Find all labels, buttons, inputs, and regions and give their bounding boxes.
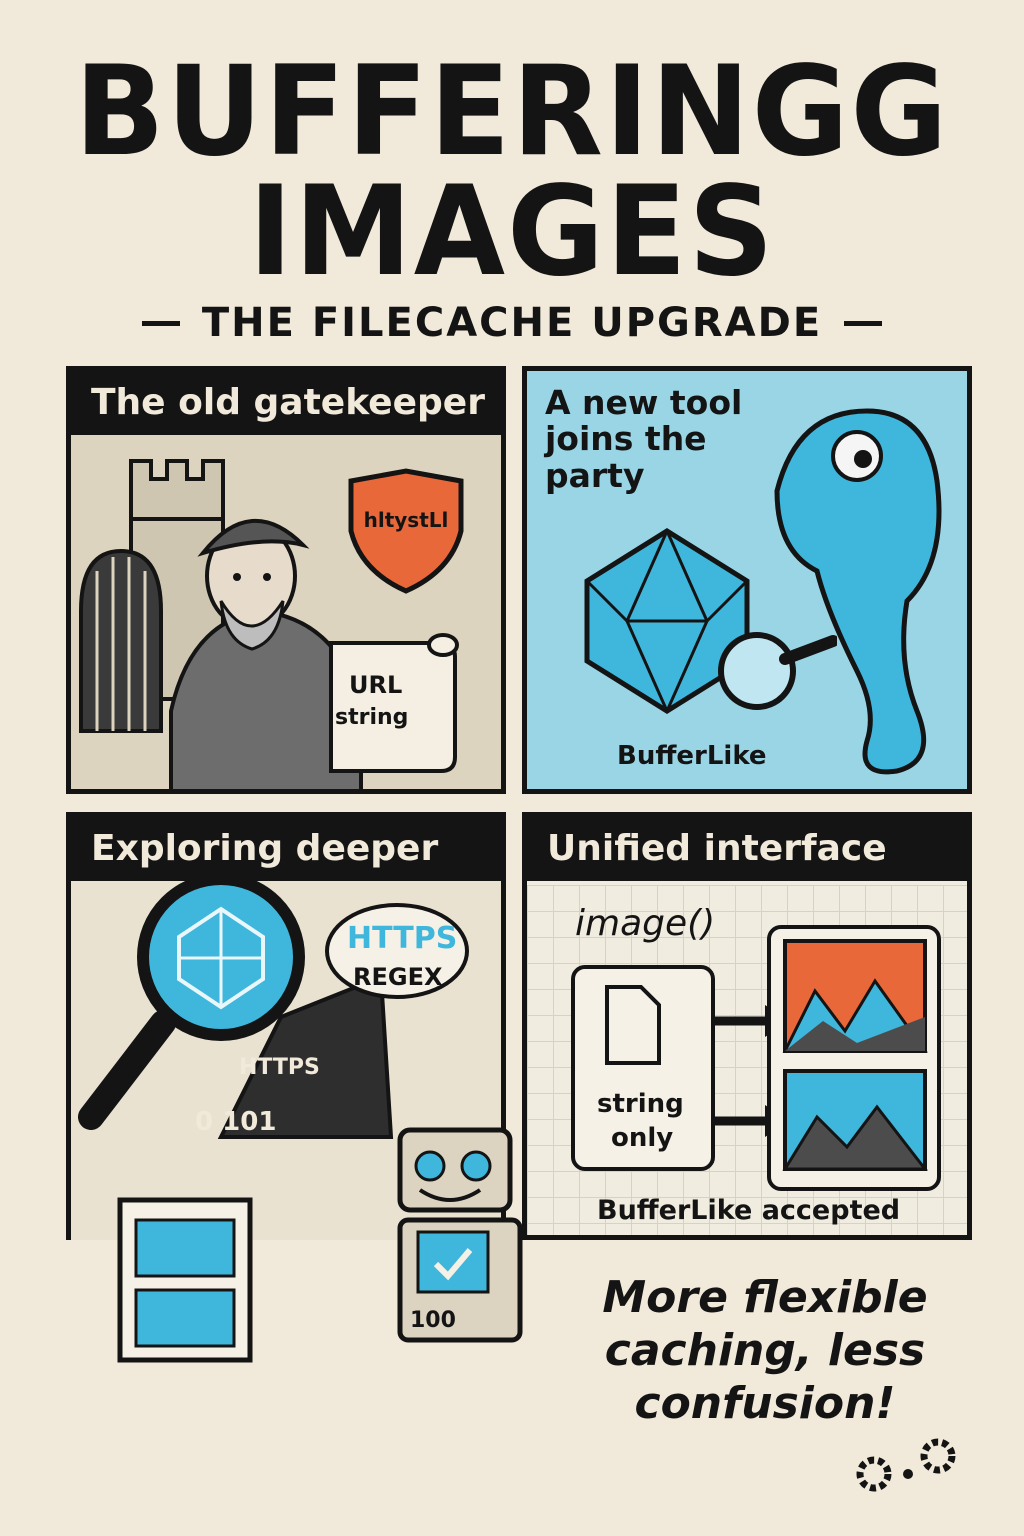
- panel-caption: Exploring deeper: [71, 817, 501, 881]
- panel-caption: A new tool joins the party: [545, 383, 743, 495]
- input-label-line2: only: [611, 1123, 674, 1153]
- subtitle-dash-right: [844, 320, 883, 326]
- scroll-text-line2: string: [335, 705, 409, 730]
- bubble-line2: REGEX: [353, 963, 443, 991]
- shield-text: hltystLl: [363, 508, 449, 532]
- tagline: More flexible caching, less confusion!: [602, 1272, 928, 1429]
- magnifier-icon: [78, 873, 394, 1139]
- bits-text-1: HTTPS: [239, 1055, 320, 1080]
- scroll-icon: [329, 633, 459, 773]
- subtitle: THE FILECACHE UPGRADE: [0, 300, 1024, 346]
- function-label: image(): [575, 903, 716, 944]
- speech-bubble: [325, 903, 469, 999]
- panel-unified-interface: Unified interface image() string only Bu…: [522, 812, 972, 1240]
- subtitle-text: THE FILECACHE UPGRADE: [201, 300, 823, 346]
- title-line-2: IMAGES: [248, 158, 776, 304]
- magnifier-icon: [718, 632, 837, 710]
- polyhedron-icon: [584, 528, 750, 714]
- chameleon-icon: [774, 408, 942, 775]
- gear-icon: [856, 1438, 956, 1492]
- bubble-line1: HTTPS: [347, 921, 458, 956]
- robot-text: 100: [410, 1308, 456, 1333]
- panel-caption: Unified interface: [527, 817, 967, 881]
- input-label-line1: string: [597, 1089, 684, 1119]
- panel-caption: The old gatekeeper: [71, 371, 501, 435]
- scroll-text-line1: URL: [349, 671, 403, 699]
- bits-text-2: 0 101: [195, 1107, 277, 1137]
- robot-icon: [117, 1127, 523, 1363]
- output-label: BufferLike accepted: [597, 1195, 901, 1226]
- object-label: BufferLike: [617, 741, 767, 771]
- arrow-icon: [571, 925, 941, 1191]
- shield-icon: [348, 468, 464, 594]
- title-line-1: BUFFERINGG: [74, 38, 950, 184]
- panel-old-gatekeeper: The old gatekeeper hltystLl URL string: [66, 366, 506, 794]
- subtitle-dash-left: [141, 320, 180, 326]
- panel-new-tool: A new tool joins the party BufferLike: [522, 366, 972, 794]
